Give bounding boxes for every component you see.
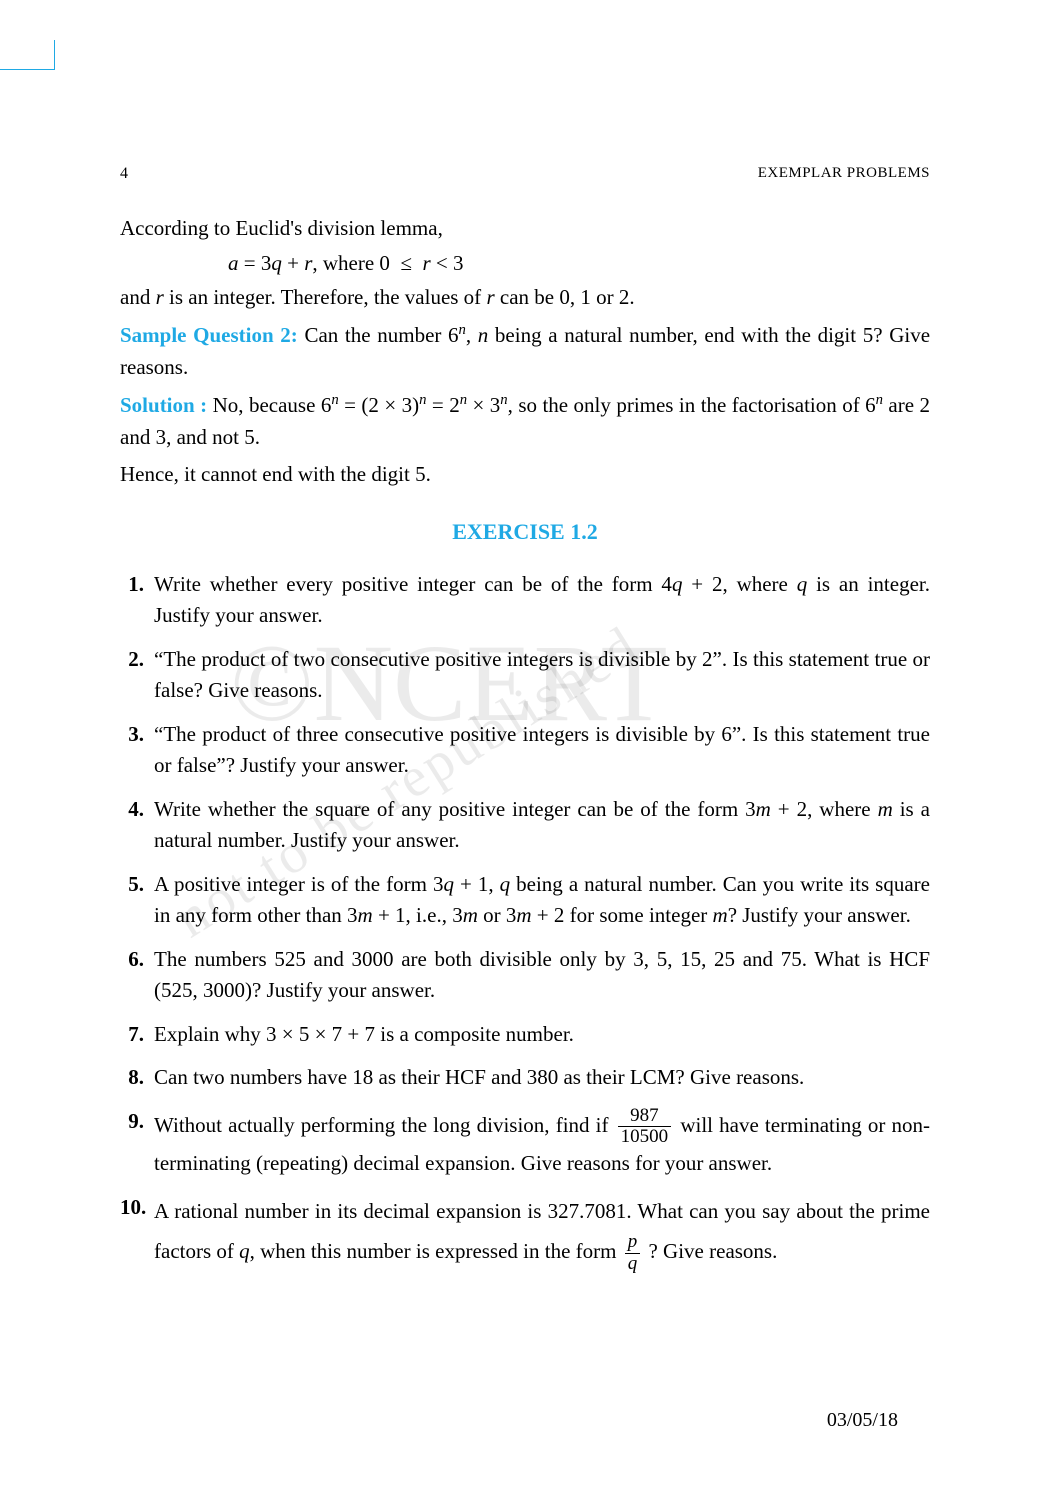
footer-date: 03/05/18 (827, 1409, 898, 1432)
fraction-p-over-q: p q (625, 1232, 641, 1275)
fraction-numerator: 987 (618, 1106, 672, 1128)
page-content: 4 EXEMPLAR PROBLEMS According to Euclid'… (0, 0, 1050, 1346)
solution-line-2: Hence, it cannot end with the digit 5. (120, 459, 930, 491)
item-number: 6. (120, 944, 154, 1007)
header-title: EXEMPLAR PROBLEMS (758, 165, 930, 183)
item-number: 7. (120, 1019, 154, 1051)
intro-line-1: According to Euclid's division lemma, (120, 213, 930, 245)
item-text: Explain why 3 × 5 × 7 + 7 is a composite… (154, 1019, 930, 1051)
exercise-item-1: 1. Write whether every positive integer … (120, 569, 930, 632)
sample-question-2: Sample Question 2: Can the number 6n, n … (120, 319, 930, 383)
item-text: “The product of three consecutive positi… (154, 719, 930, 782)
exercise-heading: EXERCISE 1.2 (120, 519, 930, 545)
item-number: 4. (120, 794, 154, 857)
item-text: A positive integer is of the form 3q + 1… (154, 869, 930, 932)
item-text: The numbers 525 and 3000 are both divisi… (154, 944, 930, 1007)
fraction-numerator: p (625, 1232, 641, 1254)
item-number: 1. (120, 569, 154, 632)
exercise-item-8: 8. Can two numbers have 18 as their HCF … (120, 1062, 930, 1094)
solution-label: Solution : (120, 393, 207, 417)
page-header: 4 EXEMPLAR PROBLEMS (120, 165, 930, 183)
item-text: Write whether the square of any positive… (154, 794, 930, 857)
page-number: 4 (120, 165, 128, 183)
item-number: 8. (120, 1062, 154, 1094)
exercise-item-5: 5. A positive integer is of the form 3q … (120, 869, 930, 932)
exercise-item-3: 3. “The product of three consecutive pos… (120, 719, 930, 782)
exercise-item-4: 4. Write whether the square of any posit… (120, 794, 930, 857)
division-lemma-equation: a = 3q + r, where 0 ≤ r < 3 (120, 251, 930, 276)
fraction-denominator: q (625, 1254, 641, 1275)
fraction-denominator: 10500 (618, 1127, 672, 1148)
item-number: 3. (120, 719, 154, 782)
solution-line-1: Solution : No, because 6n = (2 × 3)n = 2… (120, 389, 930, 453)
exercise-item-7: 7. Explain why 3 × 5 × 7 + 7 is a compos… (120, 1019, 930, 1051)
exercise-item-2: 2. “The product of two consecutive posit… (120, 644, 930, 707)
sample-question-label: Sample Question 2: (120, 323, 298, 347)
item-number: 2. (120, 644, 154, 707)
intro-line-2: and r is an integer. Therefore, the valu… (120, 282, 930, 314)
item-text: Write whether every positive integer can… (154, 569, 930, 632)
item-number: 5. (120, 869, 154, 932)
item-text: “The product of two consecutive positive… (154, 644, 930, 707)
item-text: Without actually performing the long div… (154, 1106, 930, 1180)
item-number: 9. (120, 1106, 154, 1180)
item-text: Can two numbers have 18 as their HCF and… (154, 1062, 930, 1094)
item9-pre: Without actually performing the long div… (154, 1113, 615, 1137)
exercise-item-6: 6. The numbers 525 and 3000 are both div… (120, 944, 930, 1007)
exercise-item-9: 9. Without actually performing the long … (120, 1106, 930, 1180)
item-text: A rational number in its decimal expansi… (154, 1192, 930, 1275)
exercise-item-10: 10. A rational number in its decimal exp… (120, 1192, 930, 1275)
fraction-987-over-10500: 987 10500 (618, 1106, 672, 1149)
item-number: 10. (120, 1192, 154, 1275)
